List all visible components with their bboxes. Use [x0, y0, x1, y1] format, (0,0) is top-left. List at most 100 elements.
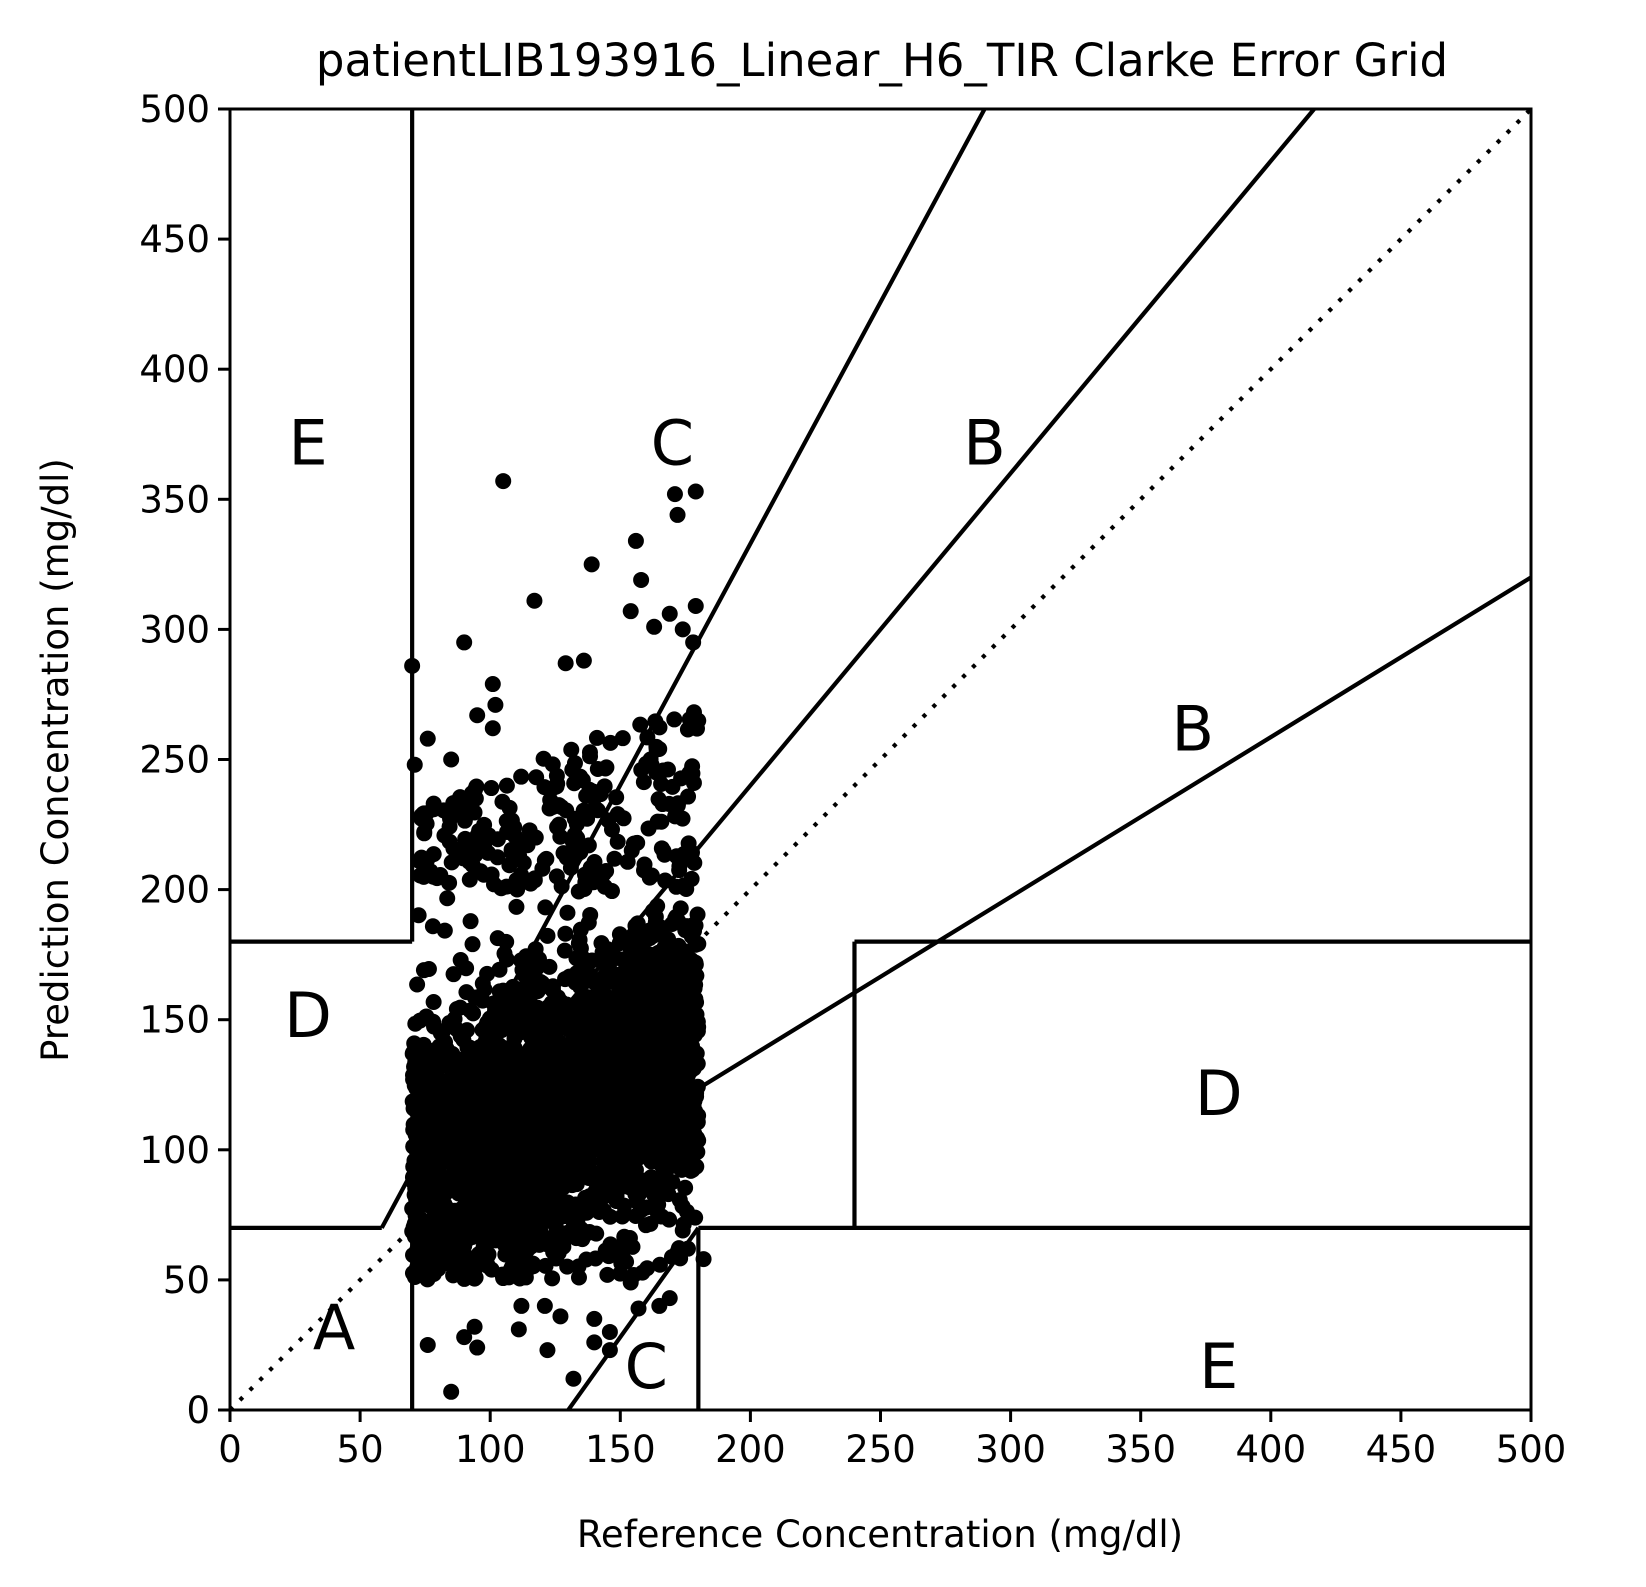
- scatter-point: [638, 1041, 655, 1058]
- scatter-point: [475, 1255, 492, 1272]
- scatter-point: [462, 913, 479, 930]
- x-tick-label: 350: [1105, 1428, 1176, 1471]
- scatter-point: [653, 813, 670, 830]
- scatter-point: [602, 734, 619, 751]
- scatter-point: [541, 1156, 558, 1173]
- scatter-point: [610, 986, 627, 1003]
- scatter-point: [581, 1029, 598, 1046]
- y-tick-label: 400: [139, 348, 210, 391]
- scatter-point: [666, 711, 683, 728]
- scatter-point: [611, 1168, 628, 1185]
- scatter-point: [466, 1270, 483, 1287]
- scatter-point: [418, 852, 435, 869]
- scatter-point: [629, 1183, 646, 1200]
- scatter-point: [627, 532, 644, 549]
- scatter-point: [480, 1220, 497, 1237]
- scatter-point: [413, 1045, 430, 1062]
- scatter-point: [522, 875, 539, 892]
- scatter-point: [503, 812, 520, 829]
- scatter-point: [593, 935, 610, 952]
- scatter-point: [476, 835, 493, 852]
- scatter-point: [457, 1192, 474, 1209]
- scatter-point: [428, 1164, 445, 1181]
- scatter-point: [670, 913, 687, 930]
- y-axis-ticks: 0 50 100 150 200 250 300 350 400 450 500: [139, 88, 230, 1432]
- scatter-point: [563, 741, 580, 758]
- scatter-point: [677, 1179, 694, 1196]
- zone-label-c: C: [625, 1330, 668, 1403]
- scatter-point: [406, 756, 423, 773]
- scatter-point: [659, 1160, 676, 1177]
- scatter-point: [504, 1086, 521, 1103]
- scatter-point: [452, 952, 469, 969]
- scatter-point: [596, 1146, 613, 1163]
- scatter-point: [529, 1146, 546, 1163]
- y-tick-label: 0: [186, 1389, 210, 1432]
- scatter-point: [682, 1062, 699, 1079]
- x-tick-label: 200: [715, 1428, 786, 1471]
- zone-label-b: B: [963, 406, 1006, 479]
- scatter-point: [647, 908, 664, 925]
- scatter-point: [667, 1094, 684, 1111]
- scatter-point: [428, 1048, 445, 1065]
- scatter-point: [620, 1027, 637, 1044]
- zone-label-a: A: [313, 1291, 355, 1364]
- scatter-point: [545, 1009, 562, 1026]
- scatter-point: [666, 486, 683, 503]
- scatter-point: [543, 1108, 560, 1125]
- scatter-point: [539, 1342, 556, 1359]
- scatter-point: [435, 802, 452, 819]
- scatter-point: [461, 853, 478, 870]
- scatter-point: [537, 1024, 554, 1041]
- scatter-point: [632, 1025, 649, 1042]
- scatter-point: [410, 907, 427, 924]
- scatter-point: [542, 791, 559, 808]
- scatter-point: [426, 1018, 443, 1035]
- scatter-point: [450, 1206, 467, 1223]
- y-axis-label: Prediction Concentration (mg/dl): [34, 458, 77, 1062]
- scatter-point: [643, 1169, 660, 1186]
- scatter-point: [660, 1186, 677, 1203]
- scatter-point: [674, 1198, 691, 1215]
- scatter-point: [456, 812, 473, 829]
- scatter-point: [695, 1251, 712, 1268]
- scatter-point: [674, 621, 691, 638]
- scatter-point: [595, 1202, 612, 1219]
- scatter-point: [459, 1022, 476, 1039]
- scatter-point: [518, 1228, 535, 1245]
- scatter-point: [668, 878, 685, 895]
- scatter-point: [615, 951, 632, 968]
- scatter-point: [625, 835, 642, 852]
- x-tick-label: 0: [218, 1428, 242, 1471]
- scatter-point: [608, 1188, 625, 1205]
- scatter-point: [593, 1086, 610, 1103]
- chart-title: patientLIB193916_Linear_H6_TIR Clarke Er…: [316, 34, 1448, 87]
- scatter-point: [537, 1212, 554, 1229]
- scatter-point: [415, 962, 432, 979]
- scatter-point: [559, 904, 576, 921]
- scatter-point: [599, 1052, 616, 1069]
- scatter-point: [571, 1080, 588, 1097]
- scatter-point: [561, 1019, 578, 1036]
- scatter-point: [605, 1098, 622, 1115]
- scatter-point: [565, 1370, 582, 1387]
- scatter-point: [487, 1067, 504, 1084]
- scatter-point: [629, 978, 646, 995]
- scatter-point: [443, 1383, 460, 1400]
- scatter-point: [601, 1342, 618, 1359]
- scatter-point: [570, 1269, 587, 1286]
- scatter-point: [572, 1204, 589, 1221]
- scatter-point: [566, 838, 583, 855]
- scatter-point: [599, 954, 616, 971]
- scatter-point: [557, 925, 574, 942]
- scatter-point: [672, 1160, 689, 1177]
- scatter-point: [679, 1240, 696, 1257]
- scatter-point: [411, 1110, 428, 1127]
- scatter-point: [484, 720, 501, 737]
- scatter-point: [598, 1070, 615, 1087]
- scatter-point: [657, 993, 674, 1010]
- scatter-point: [586, 1310, 603, 1327]
- scatter-point: [466, 989, 483, 1006]
- y-tick-label: 100: [139, 1129, 210, 1172]
